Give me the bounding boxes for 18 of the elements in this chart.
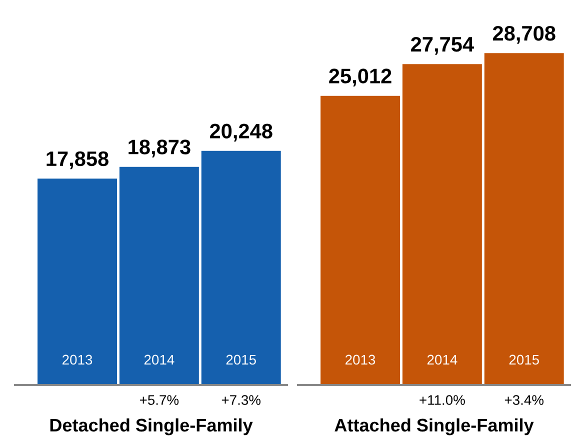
data-label: 25,012 [329, 68, 392, 86]
text: +3.4% [504, 395, 544, 405]
data-label: 17,858 [46, 151, 108, 170]
x-tick-label: 2013 [346, 354, 376, 365]
data-label: 27,754 [411, 36, 474, 55]
data-label: 28,708 [492, 26, 556, 44]
x-axis-title: Attached Single-Family [334, 418, 534, 436]
x-tick-label: 2015 [509, 354, 539, 365]
x-tick-label: 2013 [62, 354, 92, 365]
x-axis-title: Detached Single-Family [50, 418, 253, 436]
text: +5.7% [140, 395, 179, 405]
x-tick-label: 2014 [427, 354, 458, 365]
x-tick-label: 2014 [144, 354, 174, 365]
data-label: 18,873 [128, 140, 190, 158]
x-tick-label: 2015 [226, 354, 256, 365]
data-label: 20,248 [210, 124, 272, 142]
text: +7.3% [222, 395, 261, 405]
text: +11.0% [420, 395, 465, 405]
